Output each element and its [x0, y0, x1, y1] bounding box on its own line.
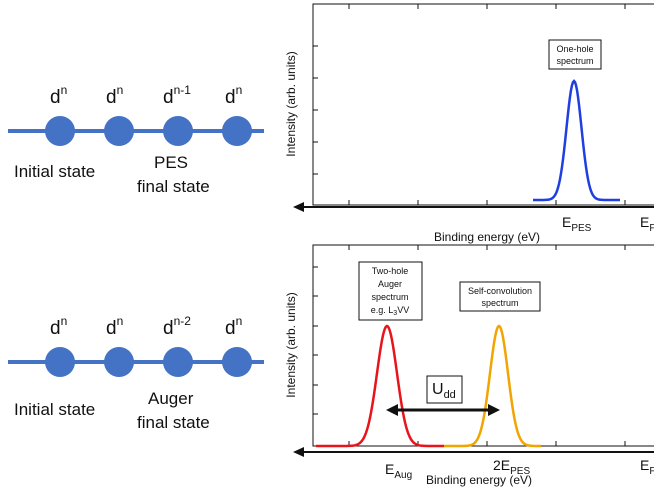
top-energy-axis-arrowhead	[293, 202, 304, 212]
bottom-tick-ef: EF	[640, 457, 654, 477]
two-hole-label-line2: Auger	[378, 279, 402, 289]
top-y-ticks	[313, 45, 318, 175]
bottom-x-ticks	[348, 245, 626, 446]
bottom-site-2-label: dn	[106, 314, 123, 339]
top-tick-ef: EF	[640, 214, 654, 234]
top-chain-site-2	[104, 116, 134, 146]
udd-label: Udd	[432, 381, 456, 401]
bottom-chain-site-4	[222, 347, 252, 377]
top-site-4-label: dn	[225, 83, 242, 108]
top-final-state-line1: PES	[154, 153, 188, 172]
top-site-1-label: dn	[50, 83, 67, 108]
two-hole-label-line1: Two-hole	[372, 266, 409, 276]
bottom-ylabel: Intensity (arb. units)	[284, 292, 298, 397]
udd-arrowhead-right	[488, 404, 500, 416]
top-tick-epes: EPES	[562, 214, 592, 234]
two-hole-label-line4: e.g. L3VV	[371, 305, 409, 317]
top-chain-site-4	[222, 116, 252, 146]
top-spectrum-panel: One-hole spectrum Intensity (arb. units)…	[284, 3, 654, 244]
one-hole-spectrum-peak	[533, 79, 620, 202]
top-plot-frame	[312, 3, 654, 206]
bottom-final-state-line2: final state	[137, 413, 210, 432]
top-x-ticks	[348, 4, 626, 205]
top-site-3-label: dn-1	[163, 83, 191, 108]
udd-arrowhead-left	[386, 404, 398, 416]
top-ylabel: Intensity (arb. units)	[284, 51, 298, 156]
bottom-spectrum-panel: Udd Two-hole Auger spectrum e.g. L3VV Se…	[284, 244, 654, 487]
one-hole-label-line1: One-hole	[556, 44, 593, 54]
bottom-chain-site-3	[163, 347, 193, 377]
self-convolution-label-line1: Self-convolution	[468, 286, 532, 296]
bottom-site-1-label: dn	[50, 314, 67, 339]
bottom-y-ticks	[313, 266, 318, 415]
self-convolution-spectrum-peak	[444, 324, 541, 448]
auger-spectrum-peak	[316, 324, 444, 448]
top-chain-site-3	[163, 116, 193, 146]
bottom-chain-site-2	[104, 347, 134, 377]
top-chain: dn dn dn-1 dn Initial state PES final st…	[8, 83, 264, 196]
bottom-xlabel: Binding energy (eV)	[426, 473, 532, 487]
self-convolution-label-line2: spectrum	[481, 298, 518, 308]
bottom-final-state-line1: Auger	[148, 389, 194, 408]
self-convolution-label-box	[459, 281, 541, 312]
top-chain-site-1	[45, 116, 75, 146]
top-final-state-line2: final state	[137, 177, 210, 196]
bottom-energy-axis-arrowhead	[293, 447, 304, 457]
top-xlabel: Binding energy (eV)	[434, 230, 540, 244]
two-hole-label-line3: spectrum	[371, 292, 408, 302]
bottom-site-3-label: dn-2	[163, 314, 191, 339]
top-initial-state-label: Initial state	[14, 162, 95, 181]
bottom-initial-state-label: Initial state	[14, 400, 95, 419]
top-site-2-label: dn	[106, 83, 123, 108]
bottom-chain: dn dn dn-2 dn Initial state Auger final …	[8, 314, 264, 432]
one-hole-label-line2: spectrum	[556, 56, 593, 66]
bottom-chain-site-1	[45, 347, 75, 377]
bottom-tick-2epes: 2EPES	[493, 457, 530, 477]
bottom-tick-eaug: EAug	[385, 461, 412, 481]
bottom-site-4-label: dn	[225, 314, 242, 339]
udd-label-box	[426, 375, 463, 404]
two-hole-label-box	[358, 261, 423, 321]
bottom-plot-frame	[312, 244, 654, 447]
one-hole-label-box	[548, 39, 602, 70]
